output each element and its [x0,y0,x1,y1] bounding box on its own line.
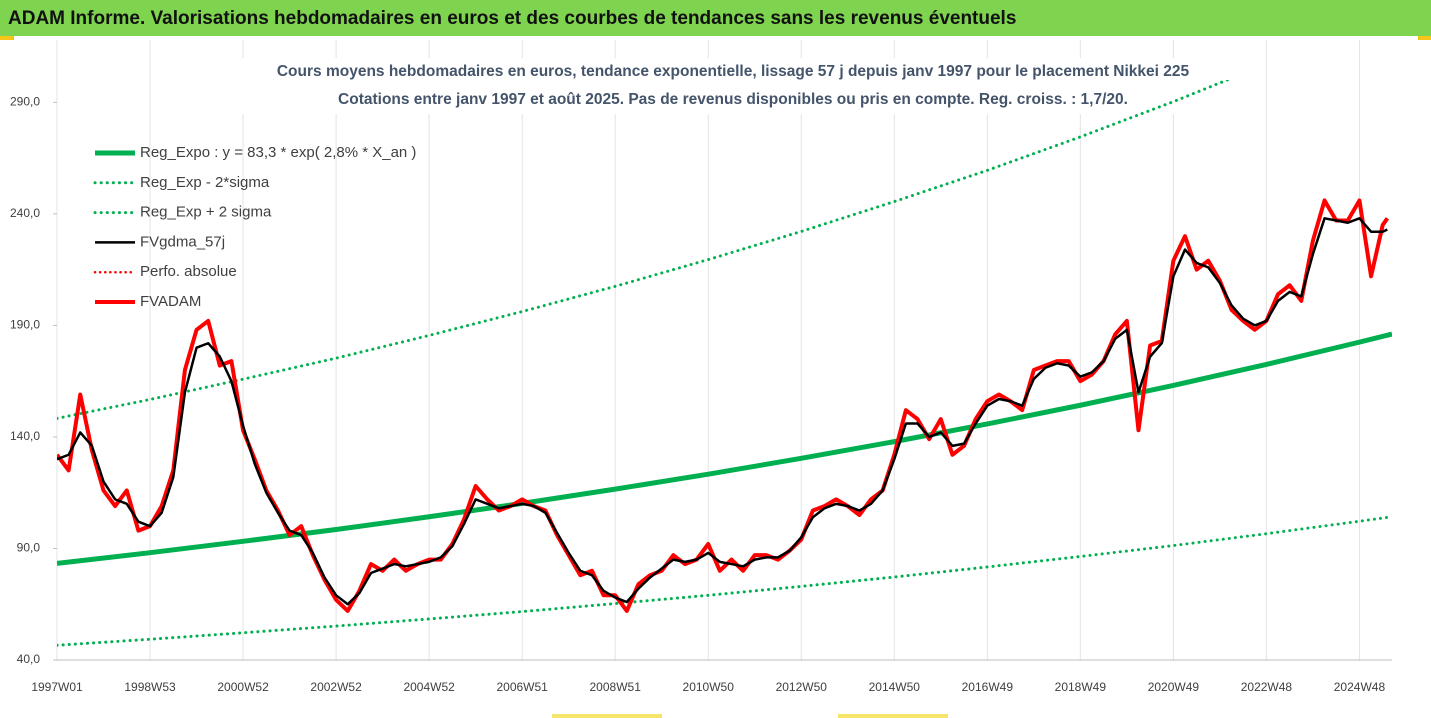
grid [56,40,1360,660]
x-tick-label: 1997W01 [31,680,83,694]
corner-mark [1418,36,1431,40]
legend-label: FVgdma_57j [140,233,225,250]
x-tick-label: 2006W51 [496,680,548,694]
chart-subtitle: Cotations entre janv 1997 et août 2025. … [338,91,1128,108]
legend: Reg_Expo : y = 83,3 * exp( 2,8% * X_an )… [93,144,416,310]
legend-label: FVADAM [140,293,201,310]
axes: 1997W01 1998W53 2000W52 2002W52 2004W52 2006W… [10,94,1392,694]
series-line [57,515,1392,647]
x-tick-label: 2016W49 [962,680,1014,694]
x-tick-label: 2012W50 [776,680,828,694]
y-tick-label: 90,0 [17,541,41,555]
x-tick-label: 2022W48 [1241,680,1293,694]
legend-label: Reg_Exp - 2*sigma [140,174,270,191]
y-tick-label: 190,0 [10,318,40,332]
y-tick-label: 140,0 [10,429,40,443]
x-tick-label: 2020W49 [1148,680,1200,694]
plot-area [57,80,1392,647]
series-line [57,80,1232,420]
y-tick-label: 290,0 [10,94,40,108]
chart-title: Cours moyens hebdomadaires en euros, ten… [277,63,1190,80]
legend-label: Reg_Exp + 2 sigma [140,204,272,221]
x-tick-label: 2002W52 [310,680,362,694]
x-tick-label: 2014W50 [869,680,921,694]
title-box [236,58,1191,114]
corner-mark [0,36,14,40]
series-line [57,217,1388,606]
x-tick-label: 2004W52 [403,680,455,694]
y-tick-label: 40,0 [17,652,41,666]
header-title: ADAM Informe. Valorisations hebdomadaire… [8,8,1016,29]
x-tick-label: 2018W49 [1055,680,1107,694]
x-tick-label: 2024W48 [1334,680,1386,694]
header-bar [0,0,1431,36]
legend-label: Perfo. absolue [140,263,237,280]
x-tick-label: 2000W52 [217,680,269,694]
x-tick-label: 1998W53 [124,680,176,694]
y-tick-label: 240,0 [10,206,40,220]
x-tick-label: 2008W51 [590,680,642,694]
x-tick-label: 2010W50 [683,680,735,694]
corner-mark [838,714,948,718]
legend-label: Reg_Expo : y = 83,3 * exp( 2,8% * X_an ) [140,144,416,161]
corner-mark [552,714,662,718]
